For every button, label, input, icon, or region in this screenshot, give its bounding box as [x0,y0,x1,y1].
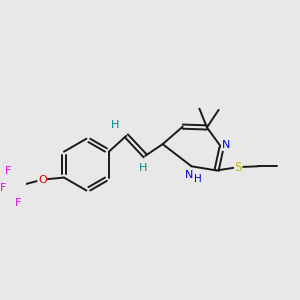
Text: H: H [194,174,202,184]
Text: F: F [15,198,22,208]
Text: N: N [221,140,230,150]
Text: F: F [0,183,6,193]
Text: H: H [110,120,119,130]
Text: N: N [185,170,194,181]
Text: F: F [4,166,11,176]
Text: S: S [235,160,242,174]
Text: O: O [38,175,47,184]
Text: H: H [139,164,147,173]
